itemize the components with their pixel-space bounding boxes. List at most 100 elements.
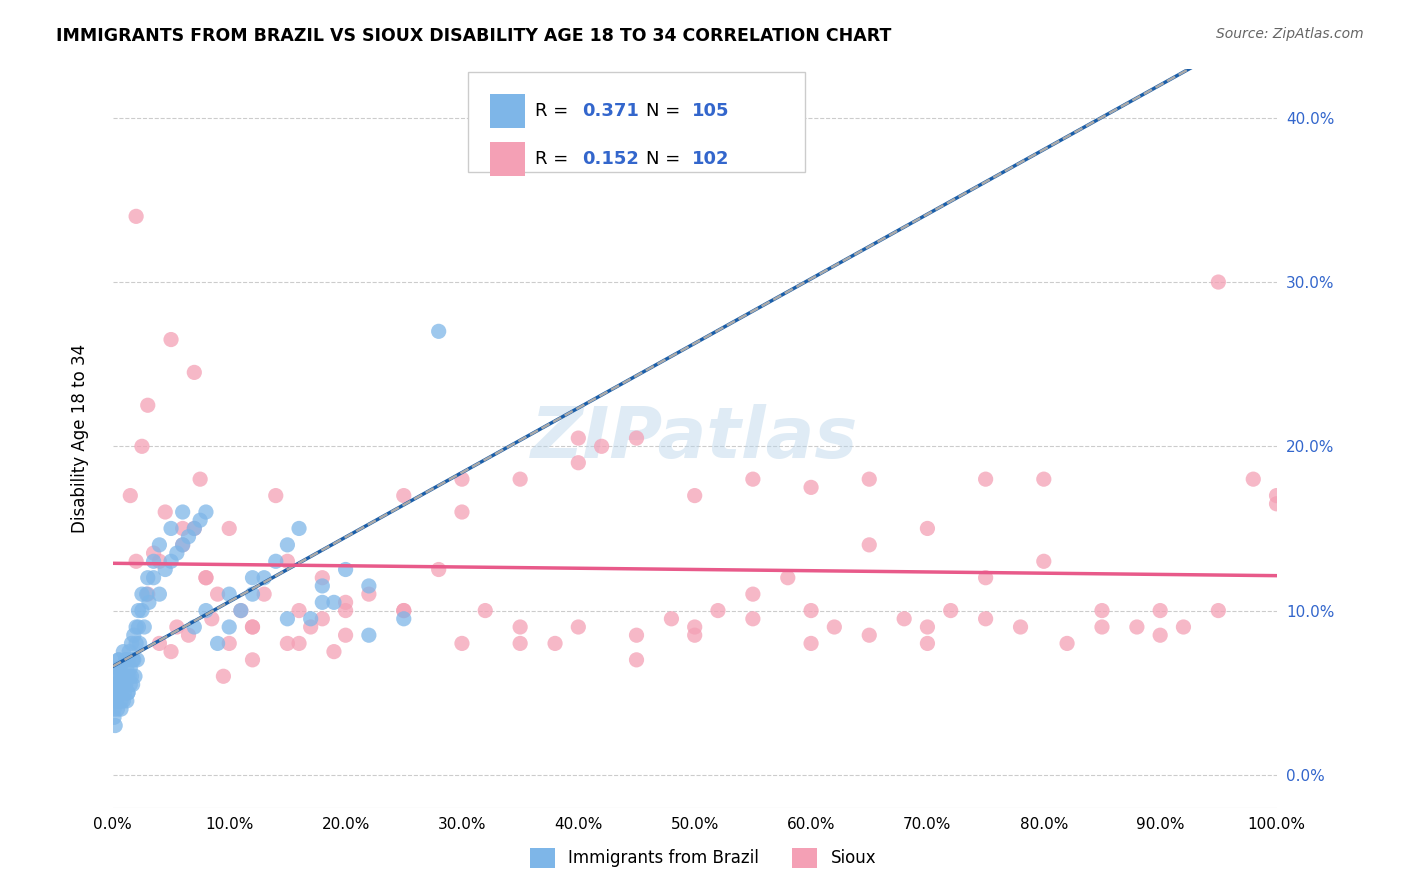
Sioux bbox=[392, 603, 415, 617]
Sioux bbox=[1173, 620, 1195, 634]
Sioux bbox=[311, 571, 333, 585]
Immigrants from Brazil bbox=[148, 538, 170, 552]
Sioux bbox=[1091, 620, 1114, 634]
Immigrants from Brazil bbox=[105, 694, 128, 708]
Immigrants from Brazil bbox=[155, 562, 177, 576]
Immigrants from Brazil bbox=[110, 686, 132, 700]
Sioux bbox=[276, 636, 298, 650]
Immigrants from Brazil bbox=[134, 620, 156, 634]
Sioux bbox=[626, 628, 648, 642]
Sioux bbox=[1010, 620, 1032, 634]
Immigrants from Brazil bbox=[172, 538, 194, 552]
Sioux bbox=[148, 636, 170, 650]
Immigrants from Brazil bbox=[138, 595, 160, 609]
Immigrants from Brazil bbox=[107, 677, 129, 691]
Sioux bbox=[1149, 628, 1171, 642]
Immigrants from Brazil bbox=[114, 653, 136, 667]
Immigrants from Brazil bbox=[120, 661, 142, 675]
Immigrants from Brazil bbox=[107, 653, 129, 667]
Sioux bbox=[335, 595, 357, 609]
Immigrants from Brazil bbox=[115, 661, 138, 675]
Sioux bbox=[1126, 620, 1149, 634]
Immigrants from Brazil bbox=[125, 620, 148, 634]
Sioux bbox=[155, 505, 177, 519]
Immigrants from Brazil bbox=[135, 587, 157, 601]
Immigrants from Brazil bbox=[128, 636, 150, 650]
Immigrants from Brazil bbox=[103, 702, 125, 716]
Sioux bbox=[172, 538, 194, 552]
Immigrants from Brazil bbox=[311, 579, 333, 593]
Sioux bbox=[451, 505, 474, 519]
Immigrants from Brazil bbox=[107, 677, 129, 691]
Sioux bbox=[131, 439, 153, 453]
Immigrants from Brazil bbox=[122, 628, 145, 642]
Sioux bbox=[1208, 603, 1230, 617]
Sioux bbox=[626, 653, 648, 667]
Immigrants from Brazil bbox=[104, 694, 127, 708]
FancyBboxPatch shape bbox=[489, 142, 524, 177]
Immigrants from Brazil bbox=[108, 661, 131, 675]
Immigrants from Brazil bbox=[392, 612, 415, 626]
Immigrants from Brazil bbox=[127, 653, 149, 667]
Sioux bbox=[741, 612, 763, 626]
Sioux bbox=[974, 472, 997, 486]
Immigrants from Brazil bbox=[177, 530, 200, 544]
Immigrants from Brazil bbox=[108, 661, 131, 675]
Immigrants from Brazil bbox=[131, 603, 153, 617]
Sioux bbox=[357, 587, 380, 601]
Sioux bbox=[800, 636, 823, 650]
Sioux bbox=[917, 620, 939, 634]
Sioux bbox=[136, 398, 159, 412]
Immigrants from Brazil bbox=[105, 669, 128, 683]
Sioux bbox=[567, 620, 589, 634]
Sioux bbox=[183, 521, 205, 535]
Immigrants from Brazil bbox=[114, 677, 136, 691]
Immigrants from Brazil bbox=[111, 669, 134, 683]
Immigrants from Brazil bbox=[117, 653, 139, 667]
Immigrants from Brazil bbox=[107, 661, 129, 675]
Immigrants from Brazil bbox=[107, 653, 129, 667]
FancyBboxPatch shape bbox=[468, 72, 806, 172]
Sioux bbox=[683, 620, 706, 634]
Immigrants from Brazil bbox=[166, 546, 188, 560]
Sioux bbox=[939, 603, 962, 617]
Sioux bbox=[474, 603, 496, 617]
Sioux bbox=[858, 472, 880, 486]
Immigrants from Brazil bbox=[118, 669, 141, 683]
Immigrants from Brazil bbox=[242, 587, 264, 601]
Sioux bbox=[142, 546, 165, 560]
Text: 0.152: 0.152 bbox=[582, 150, 638, 168]
Sioux bbox=[188, 472, 211, 486]
Immigrants from Brazil bbox=[357, 579, 380, 593]
Sioux bbox=[823, 620, 845, 634]
Text: N =: N = bbox=[645, 103, 686, 120]
Sioux bbox=[974, 612, 997, 626]
Sioux bbox=[707, 603, 730, 617]
Immigrants from Brazil bbox=[142, 554, 165, 568]
Immigrants from Brazil bbox=[108, 686, 131, 700]
Sioux bbox=[311, 612, 333, 626]
Sioux bbox=[194, 571, 217, 585]
Immigrants from Brazil bbox=[183, 620, 205, 634]
Sioux bbox=[323, 645, 346, 659]
Immigrants from Brazil bbox=[117, 686, 139, 700]
Immigrants from Brazil bbox=[114, 669, 136, 683]
Immigrants from Brazil bbox=[148, 587, 170, 601]
Sioux bbox=[242, 620, 264, 634]
Immigrants from Brazil bbox=[194, 505, 217, 519]
Sioux bbox=[1032, 554, 1054, 568]
Immigrants from Brazil bbox=[160, 521, 183, 535]
Sioux bbox=[276, 554, 298, 568]
Immigrants from Brazil bbox=[107, 686, 129, 700]
Immigrants from Brazil bbox=[172, 505, 194, 519]
Sioux bbox=[136, 587, 159, 601]
Immigrants from Brazil bbox=[112, 694, 135, 708]
Text: 0.371: 0.371 bbox=[582, 103, 638, 120]
Immigrants from Brazil bbox=[194, 603, 217, 617]
Sioux bbox=[661, 612, 683, 626]
Sioux bbox=[335, 628, 357, 642]
Sioux bbox=[264, 489, 287, 503]
Sioux bbox=[427, 562, 450, 576]
Immigrants from Brazil bbox=[117, 686, 139, 700]
Immigrants from Brazil bbox=[121, 653, 143, 667]
